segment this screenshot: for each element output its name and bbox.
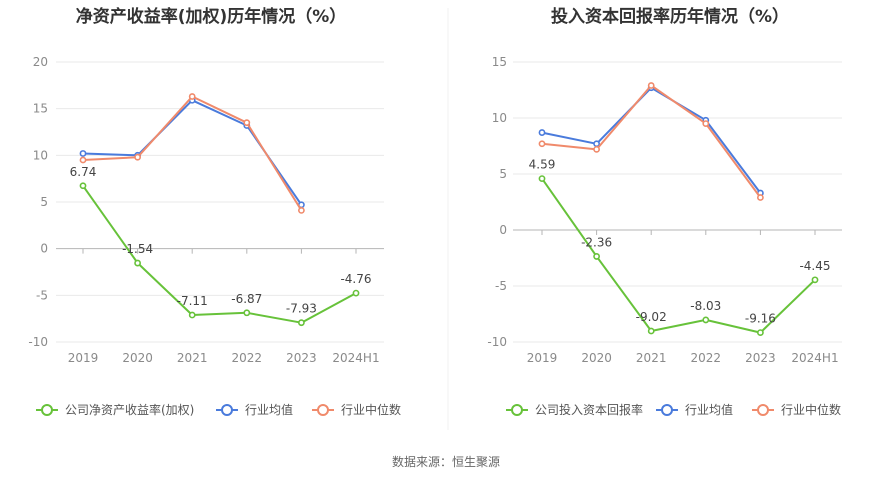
data-point: [243, 119, 251, 127]
data-point: [352, 289, 360, 297]
data-label: 6.74: [70, 165, 97, 179]
series-line-2: [82, 95, 303, 211]
x-tick-label: 2023: [745, 351, 776, 365]
x-tick-label: 2019: [527, 351, 558, 365]
data-label: -6.87: [231, 292, 262, 306]
data-point: [757, 194, 764, 201]
data-point: [702, 316, 710, 324]
y-tick-label: 10: [33, 148, 48, 162]
source-note: 数据来源：恒生聚源: [392, 454, 500, 469]
data-point: [79, 182, 87, 190]
y-tick-label: 10: [492, 111, 507, 125]
data-point: [538, 129, 546, 136]
y-tick-label: -5: [36, 288, 48, 302]
data-point: [297, 319, 305, 327]
y-tick-label: 15: [492, 55, 507, 69]
data-label: 4.59: [529, 158, 556, 172]
y-tick-label: 0: [40, 242, 48, 256]
series-line-0: [82, 185, 357, 324]
legend-marker: [221, 404, 233, 416]
data-point: [593, 253, 600, 260]
x-tick-label: 2020: [122, 351, 153, 365]
data-label: -8.03: [690, 299, 721, 313]
legend-marker: [41, 404, 53, 416]
x-tick-label: 2021: [636, 351, 667, 365]
x-tick-label: 2022: [691, 351, 722, 365]
legend-marker: [317, 404, 329, 416]
legend-label: 行业中位数: [341, 402, 401, 417]
legend-label: 公司投入资本回报率: [535, 402, 643, 417]
chart-title: 净资产收益率(加权)历年情况（%）: [76, 6, 347, 27]
data-point: [134, 259, 141, 267]
y-tick-label: -5: [495, 279, 507, 293]
data-label: -2.36: [581, 235, 612, 249]
series-line-2: [541, 84, 762, 199]
data-point: [702, 120, 710, 127]
data-point: [134, 153, 141, 161]
data-label: -9.16: [745, 312, 776, 326]
data-point: [593, 145, 600, 153]
legend-marker: [511, 404, 523, 416]
legend-label: 行业均值: [685, 402, 733, 417]
data-label: -9.02: [636, 310, 667, 324]
data-label: -7.93: [286, 302, 317, 316]
roe-chart: 净资产收益率(加权)历年情况（%） -10 -5 0 5 10 15 20 2019 2020 20…: [28, 6, 401, 417]
roic-chart: 投入资本回报率历年情况（%） -10 -5 0 5 10 15 2019 2020 2021 202…: [487, 6, 842, 417]
data-point: [188, 311, 196, 319]
y-tick-label: 20: [33, 55, 48, 69]
data-point: [188, 93, 196, 100]
x-tick-label: 2019: [68, 351, 99, 365]
data-point: [593, 140, 600, 148]
chart-title: 投入资本回报率历年情况（%）: [551, 6, 789, 27]
y-tick-label: 5: [499, 167, 507, 181]
data-point: [647, 82, 655, 89]
x-tick-label: 2021: [177, 351, 208, 365]
data-point: [538, 175, 546, 182]
data-label: -4.76: [340, 272, 371, 286]
x-tick-label: 2023: [286, 351, 317, 365]
data-label: -7.11: [177, 294, 208, 308]
series-line-0: [541, 178, 816, 334]
legend-label: 行业中位数: [781, 402, 841, 417]
data-point: [297, 206, 305, 214]
data-point: [757, 329, 764, 336]
data-point: [647, 327, 655, 335]
series-line-1: [82, 99, 303, 206]
x-tick-label: 2024H1: [791, 351, 838, 365]
data-point: [243, 309, 251, 317]
legend-marker: [661, 404, 673, 416]
legend-label: 行业均值: [245, 402, 293, 417]
x-tick-label: 2022: [232, 351, 263, 365]
data-point: [811, 276, 819, 284]
y-tick-label: -10: [487, 335, 507, 349]
x-tick-label: 2020: [581, 351, 612, 365]
data-label: -1.54: [122, 242, 153, 256]
data-label: -4.45: [799, 259, 830, 273]
data-point: [79, 150, 87, 157]
series-line-1: [541, 86, 762, 194]
data-point: [79, 156, 87, 164]
y-tick-label: 5: [40, 195, 48, 209]
legend-label: 公司净资产收益率(加权): [65, 402, 194, 417]
x-tick-label: 2024H1: [332, 351, 379, 365]
y-tick-label: 0: [499, 223, 507, 237]
y-tick-label: -10: [28, 335, 48, 349]
legend-marker: [757, 404, 769, 416]
data-point: [538, 140, 546, 148]
y-tick-label: 15: [33, 102, 48, 116]
